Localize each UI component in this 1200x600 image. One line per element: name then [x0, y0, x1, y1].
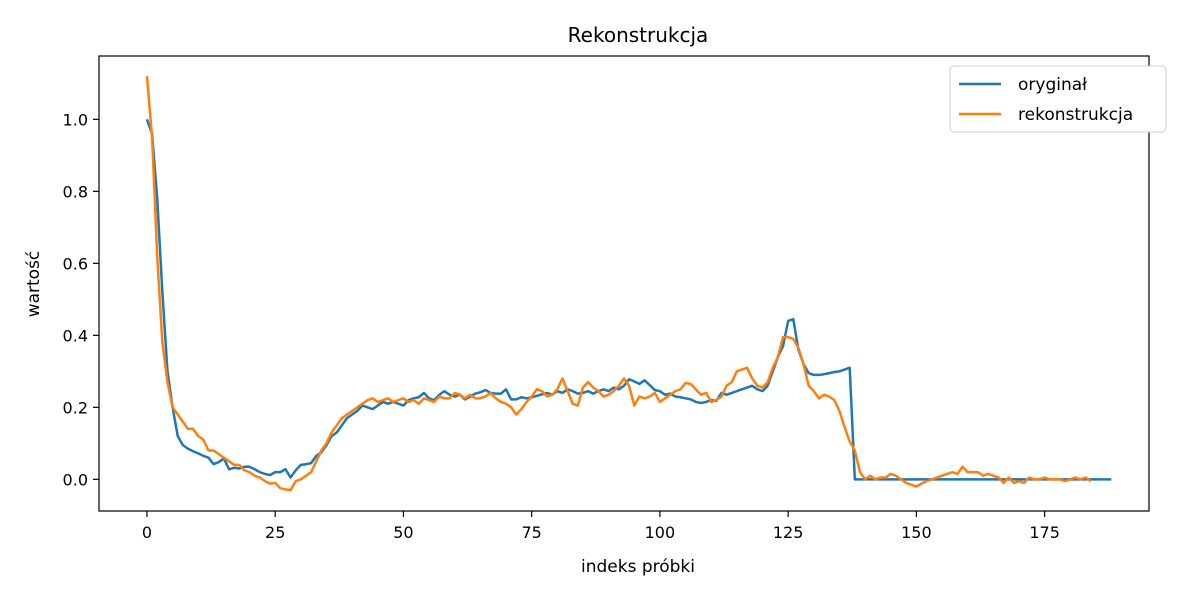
y-tick-label: 1.0: [63, 110, 88, 129]
y-tick-label: 0.2: [63, 398, 88, 417]
y-tick-label: 0.0: [63, 470, 88, 489]
x-tick-label: 100: [645, 523, 676, 542]
x-tick-label: 175: [1029, 523, 1060, 542]
x-axis-ticks: 0 25 50 75 100 125 150 175: [142, 511, 1060, 542]
y-tick-label: 0.8: [63, 182, 88, 201]
legend: oryginał rekonstrukcja: [949, 65, 1167, 133]
plot-frame: [98, 55, 1150, 512]
y-axis-ticks: 0.0 0.2 0.4 0.6 0.8 1.0: [63, 110, 99, 489]
x-tick-label: 0: [142, 523, 152, 542]
series-layer: [145, 76, 1112, 492]
y-tick-label: 0.6: [63, 254, 88, 273]
x-tick-label: 50: [393, 523, 413, 542]
x-axis-label: indeks próbki: [581, 557, 695, 577]
y-axis-label: wartość: [24, 251, 44, 318]
series-line-rekonstrukcja: [145, 76, 1092, 492]
x-tick-label: 75: [521, 523, 541, 542]
x-tick-label: 150: [901, 523, 932, 542]
x-tick-label: 125: [773, 523, 804, 542]
series-line-oryginal: [145, 118, 1112, 481]
legend-label-oryginal: oryginał: [1018, 75, 1087, 95]
y-tick-label: 0.4: [63, 326, 88, 345]
x-tick-label: 25: [265, 523, 285, 542]
legend-box: [949, 65, 1167, 133]
legend-label-rekonstrukcja: rekonstrukcja: [1018, 105, 1133, 125]
chart-title: Rekonstrukcja: [568, 23, 709, 47]
